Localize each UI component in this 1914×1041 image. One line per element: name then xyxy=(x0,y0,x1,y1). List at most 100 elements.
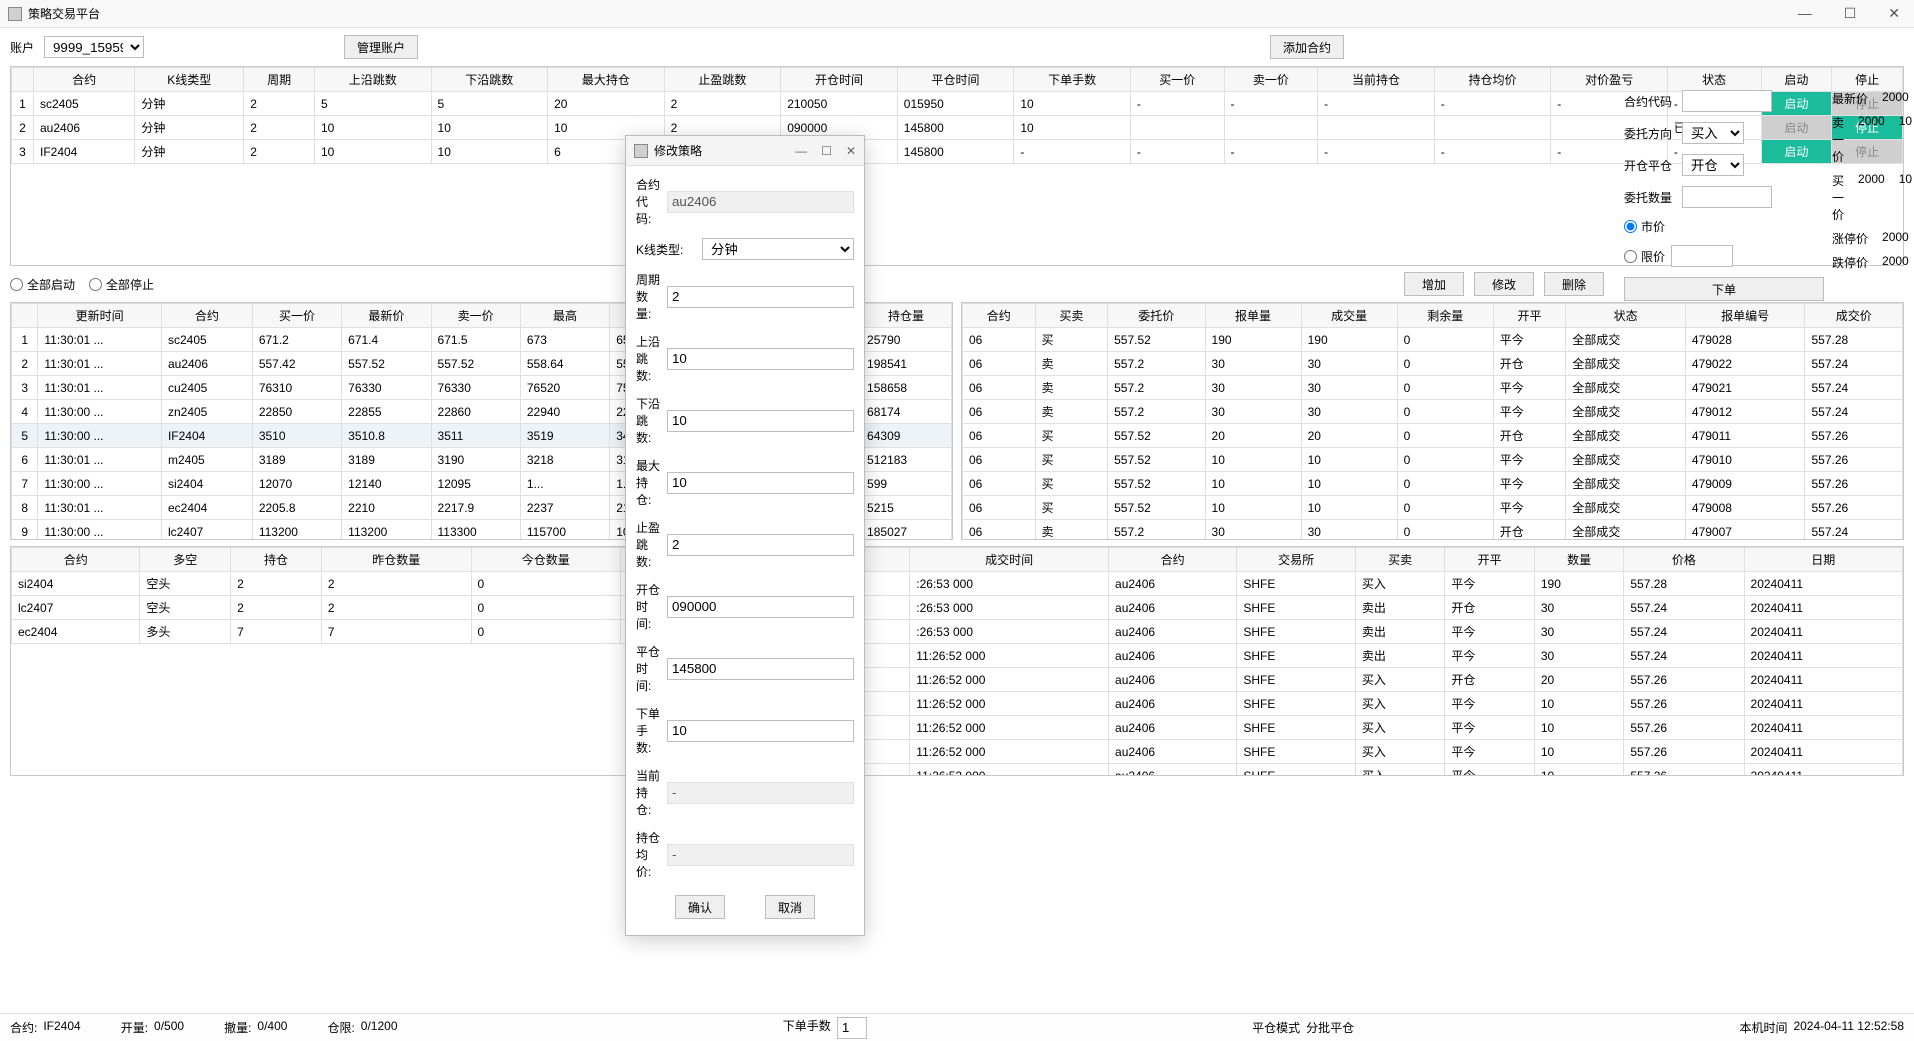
cell: 3218 xyxy=(520,448,609,472)
orders-table: 合约买卖委托价报单量成交量剩余量开平状态报单编号成交价06买557.521901… xyxy=(962,303,1903,540)
stop-all-radio[interactable]: 全部停止 xyxy=(89,276,154,293)
direction-select[interactable]: 买入 xyxy=(1682,122,1744,144)
trade-row[interactable]: 747900911:26:52 000au2406SHFE买入平今10557.2… xyxy=(760,716,1903,740)
window-close[interactable]: ✕ xyxy=(1882,5,1906,22)
order-row[interactable]: 06卖557.230300开仓全部成交479007557.24 xyxy=(963,520,1903,541)
trade-row[interactable]: :26:53 000au2406SHFE卖出开仓30557.2420240411 xyxy=(760,596,1903,620)
window-minimize[interactable]: — xyxy=(1792,5,1818,22)
cell: 479008 xyxy=(1685,496,1805,520)
cell: 557.26 xyxy=(1805,424,1903,448)
cell: 11:30:01 ... xyxy=(38,376,162,400)
trade-row[interactable]: 547901111:26:52 000au2406SHFE买入开仓20557.2… xyxy=(760,668,1903,692)
cell xyxy=(1224,116,1318,140)
cell: 全部成交 xyxy=(1566,472,1686,496)
order-row[interactable]: 06买557.5210100平今全部成交479009557.26 xyxy=(963,472,1903,496)
modal-field-input[interactable] xyxy=(667,472,854,494)
account-select[interactable]: 9999_159599 xyxy=(44,36,144,58)
dialog-minimize[interactable]: — xyxy=(795,144,807,158)
info-cell: 跌停价 xyxy=(1832,254,1868,271)
strategy-row[interactable]: 1sc2405分钟25520221005001595010------启动停止 xyxy=(12,92,1903,116)
cell: - xyxy=(1318,140,1435,164)
trade-row[interactable]: :26:53 000au2406SHFE买入平今190557.282024041… xyxy=(760,572,1903,596)
manage-account-button[interactable]: 管理账户 xyxy=(344,35,418,59)
cell: 0 xyxy=(1397,496,1493,520)
cell: 2217.9 xyxy=(431,496,520,520)
modal-cancel-button[interactable]: 取消 xyxy=(765,895,815,919)
code-input[interactable] xyxy=(1682,90,1772,112)
modal-field-input[interactable] xyxy=(667,410,854,432)
cell: 买 xyxy=(1035,448,1108,472)
col-header: 更新时间 xyxy=(38,304,162,328)
cell: 113200 xyxy=(252,520,341,541)
trade-row[interactable]: :26:53 000au2406SHFE卖出平今30557.2420240411 xyxy=(760,620,1903,644)
cell: 557.52 xyxy=(1108,496,1205,520)
cell: IF2404 xyxy=(161,424,252,448)
order-row[interactable]: 06卖557.230300开仓全部成交479022557.24 xyxy=(963,352,1903,376)
qty-input[interactable] xyxy=(1682,186,1772,208)
cell: 479022 xyxy=(1685,352,1805,376)
order-row[interactable]: 06卖557.230300平今全部成交479012557.24 xyxy=(963,400,1903,424)
cell: sc2405 xyxy=(34,92,135,116)
strategy-row[interactable]: 2au2406分钟2101010209000014580010已启动启动停止 xyxy=(12,116,1903,140)
cell: 10 xyxy=(1205,496,1301,520)
start-all-radio[interactable]: 全部启动 xyxy=(10,276,75,293)
modal-field-input[interactable] xyxy=(667,658,854,680)
order-row[interactable]: 06买557.5210100平今全部成交479010557.26 xyxy=(963,448,1903,472)
cell: 10 xyxy=(1534,764,1624,777)
cell xyxy=(1434,116,1551,140)
dialog-close[interactable]: ✕ xyxy=(846,144,856,158)
add-button[interactable]: 增加 xyxy=(1404,272,1464,296)
cell: 11:30:01 ... xyxy=(38,328,162,352)
info-cell: 2000 xyxy=(1882,254,1909,271)
limit-price-radio[interactable]: 限价 xyxy=(1624,248,1665,265)
modal-field-select[interactable]: 分钟 xyxy=(702,238,854,260)
trade-row[interactable]: 647901011:26:52 000au2406SHFE买入平今10557.2… xyxy=(760,692,1903,716)
cell: 平今 xyxy=(1445,692,1535,716)
modal-field-input[interactable] xyxy=(667,534,854,556)
cell: - xyxy=(1224,140,1318,164)
order-row[interactable]: 06买557.521901900平今全部成交479028557.28 xyxy=(963,328,1903,352)
cell: 10 xyxy=(314,140,431,164)
modal-field-input[interactable] xyxy=(667,720,854,742)
strategy-row[interactable]: 3IF2404分钟2101063090000145800-------启动停止 xyxy=(12,140,1903,164)
cell: 557.26 xyxy=(1624,668,1744,692)
cell: si2404 xyxy=(161,472,252,496)
cell: 11:30:01 ... xyxy=(38,496,162,520)
cell: 买入 xyxy=(1355,572,1445,596)
modal-ok-button[interactable]: 确认 xyxy=(675,895,725,919)
cell: 10 xyxy=(1534,716,1624,740)
titlebar: 策略交易平台 — ☐ ✕ xyxy=(0,0,1914,28)
modal-field-label: 下单手数: xyxy=(636,705,661,756)
cell: 3510 xyxy=(252,424,341,448)
order-row[interactable]: 06卖557.230300平今全部成交479021557.24 xyxy=(963,376,1903,400)
cell: 5215 xyxy=(861,496,952,520)
cell: 479028 xyxy=(1685,328,1805,352)
order-row[interactable]: 06买557.5210100平今全部成交479008557.26 xyxy=(963,496,1903,520)
market-price-radio[interactable]: 市价 xyxy=(1624,218,1665,235)
cell: cu2405 xyxy=(161,376,252,400)
cell: 06 xyxy=(963,448,1036,472)
modal-field-input[interactable] xyxy=(667,286,854,308)
modify-button[interactable]: 修改 xyxy=(1474,272,1534,296)
modal-field-input[interactable] xyxy=(667,596,854,618)
cell: :26:53 000 xyxy=(910,572,1109,596)
oc-select[interactable]: 开仓 xyxy=(1682,154,1744,176)
cell: 3190 xyxy=(431,448,520,472)
cell: 开仓 xyxy=(1493,352,1566,376)
cell: 20240411 xyxy=(1744,740,1902,764)
trade-row[interactable]: 947900711:26:52 000au2406SHFE买入平今10557.2… xyxy=(760,764,1903,777)
direction-label: 委托方向 xyxy=(1624,125,1676,142)
add-contract-button[interactable]: 添加合约 xyxy=(1270,35,1344,59)
delete-button[interactable]: 删除 xyxy=(1544,272,1604,296)
trade-row[interactable]: 847900811:26:52 000au2406SHFE买入平今10557.2… xyxy=(760,740,1903,764)
order-row[interactable]: 06买557.5220200开仓全部成交479011557.26 xyxy=(963,424,1903,448)
modal-field-input[interactable] xyxy=(667,348,854,370)
window-maximize[interactable]: ☐ xyxy=(1838,5,1863,22)
trade-row[interactable]: 447901211:26:52 000au2406SHFE卖出平今30557.2… xyxy=(760,644,1903,668)
lots-input[interactable] xyxy=(837,1017,867,1039)
dialog-maximize[interactable]: ☐ xyxy=(821,144,832,158)
limit-price-input[interactable] xyxy=(1671,245,1733,267)
cell: 全部成交 xyxy=(1566,352,1686,376)
submit-order-button[interactable]: 下单 xyxy=(1624,277,1824,301)
cell: 30 xyxy=(1301,352,1397,376)
